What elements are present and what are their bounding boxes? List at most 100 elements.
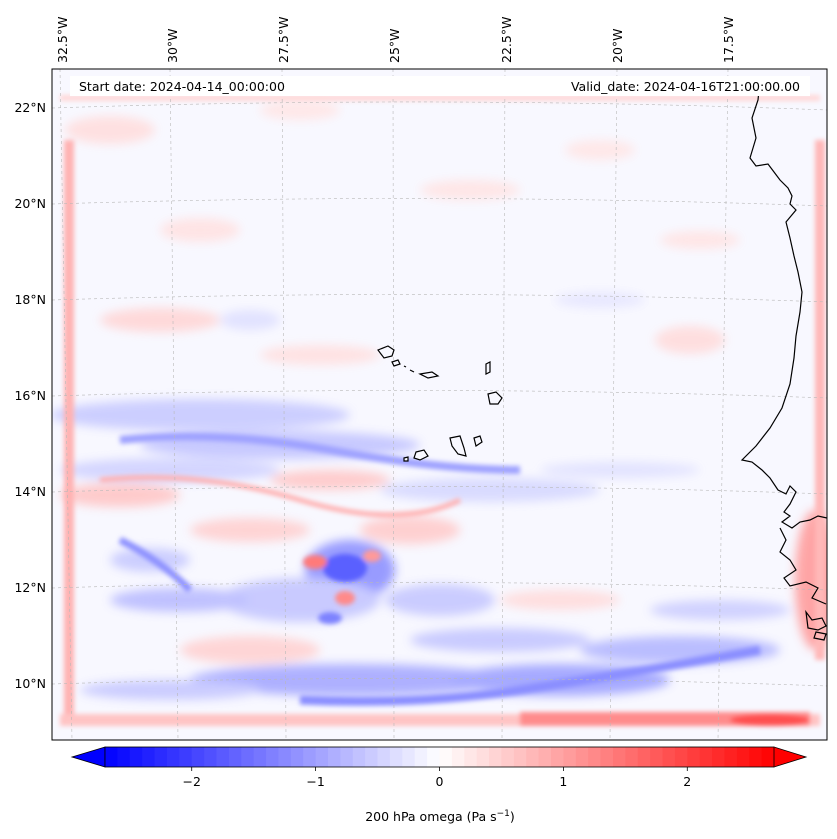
colorbar-step <box>538 747 552 767</box>
colorbar-extend-min <box>70 746 106 768</box>
colorbar-ticks: −2 −1 0 1 2 <box>183 767 691 789</box>
lat-label: 20°N <box>14 196 46 211</box>
colorbar-steps <box>105 747 775 767</box>
colorbar-step <box>749 747 763 767</box>
colorbar-tick-label: −1 <box>306 774 324 789</box>
colorbar-step <box>216 747 230 767</box>
lon-label: 25°W <box>387 28 402 63</box>
colorbar-step <box>228 747 242 767</box>
colorbar-step <box>674 747 688 767</box>
africa-coast <box>740 79 827 529</box>
colorbar-step <box>724 747 738 767</box>
colorbar-step <box>352 747 366 767</box>
colorbar-step <box>736 747 750 767</box>
colorbar-step <box>563 747 577 767</box>
colorbar-step <box>154 747 168 767</box>
colorbar-step <box>612 747 626 767</box>
colorbar-step <box>117 747 131 767</box>
colorbar-step <box>625 747 639 767</box>
colorbar-step <box>575 747 589 767</box>
lat-label: 12°N <box>14 580 46 595</box>
lon-label: 22.5°W <box>499 17 514 63</box>
colorbar-step <box>129 747 143 767</box>
colorbar-step <box>637 747 651 767</box>
colorbar-step <box>290 747 304 767</box>
colorbar-step <box>166 747 180 767</box>
omega-field <box>52 95 827 726</box>
colorbar-step <box>266 747 280 767</box>
valid-date-label: Valid_date: 2024-04-16T21:00:00.00 <box>571 79 800 94</box>
colorbar-tick-label: −2 <box>183 774 201 789</box>
lon-label: 27.5°W <box>276 17 291 63</box>
colorbar-step <box>551 747 564 767</box>
colorbar-tick-label: 2 <box>683 774 691 789</box>
guinea-coast <box>779 527 827 605</box>
colorbar-step <box>253 747 267 767</box>
colorbar-step <box>377 747 391 767</box>
colorbar-tick-label: 1 <box>559 774 567 789</box>
lon-label: 20°W <box>610 28 625 63</box>
island-santa-luzia <box>403 365 407 368</box>
colorbar-step <box>650 747 664 767</box>
colorbar-step <box>315 747 329 767</box>
colorbar-step <box>303 747 317 767</box>
cape-verde-islands <box>377 345 503 462</box>
coastline <box>740 79 827 641</box>
lat-label: 14°N <box>14 484 46 499</box>
island-sal <box>485 361 491 375</box>
colorbar-step <box>365 747 379 767</box>
island-fogo <box>413 449 429 461</box>
island-sao-nicolau <box>418 371 440 379</box>
colorbar-step <box>513 747 527 767</box>
lon-label: 30°W <box>165 28 180 63</box>
colorbar: −2 −1 0 1 2 200 hPa omega (Pa s−1) <box>70 746 808 824</box>
colorbar-step <box>105 747 118 767</box>
header-background <box>70 76 810 96</box>
colorbar-step <box>464 747 478 767</box>
colorbar-step <box>427 747 441 767</box>
island-santo-antao <box>377 345 395 359</box>
lat-label: 10°N <box>14 676 46 691</box>
lat-label: 16°N <box>14 388 46 403</box>
island-santiago <box>449 435 467 457</box>
colorbar-step <box>662 747 676 767</box>
colorbar-step <box>699 747 713 767</box>
colorbar-step <box>402 747 416 767</box>
colorbar-step <box>278 747 292 767</box>
longitude-labels: 32.5°W 30°W 27.5°W 25°W 22.5°W 20°W 17.5… <box>55 17 736 63</box>
colorbar-step <box>761 747 775 767</box>
colorbar-label: 200 hPa omega (Pa s−1) <box>365 809 515 824</box>
colorbar-step <box>451 747 465 767</box>
colorbar-step <box>340 747 354 767</box>
colorbar-step <box>501 747 515 767</box>
colorbar-step <box>142 747 156 767</box>
island-islet <box>409 369 415 373</box>
colorbar-step <box>414 747 428 767</box>
colorbar-step <box>526 747 540 767</box>
colorbar-step <box>191 747 205 767</box>
colorbar-step <box>712 747 726 767</box>
colorbar-step <box>588 747 602 767</box>
colorbar-tick-label: 0 <box>436 774 444 789</box>
colorbar-step <box>328 747 341 767</box>
map-frame <box>51 68 828 741</box>
island-maio <box>473 435 483 447</box>
island-brava <box>403 456 409 462</box>
island-boa-vista <box>487 391 503 405</box>
colorbar-step <box>687 747 701 767</box>
colorbar-step <box>439 747 453 767</box>
lat-label: 18°N <box>14 292 46 307</box>
island-sao-vicente <box>391 359 401 367</box>
lon-label: 32.5°W <box>55 17 70 63</box>
colorbar-step <box>389 747 403 767</box>
latitude-labels: 22°N 20°N 18°N 16°N 14°N 12°N 10°N <box>14 100 46 691</box>
bijagos-islands <box>805 609 827 631</box>
colorbar-extend-max <box>773 746 808 768</box>
colorbar-step <box>476 747 490 767</box>
colorbar-step <box>204 747 218 767</box>
colorbar-step <box>600 747 614 767</box>
colorbar-step <box>241 747 255 767</box>
coast-islet <box>813 631 827 641</box>
lon-label: 17.5°W <box>721 17 736 63</box>
